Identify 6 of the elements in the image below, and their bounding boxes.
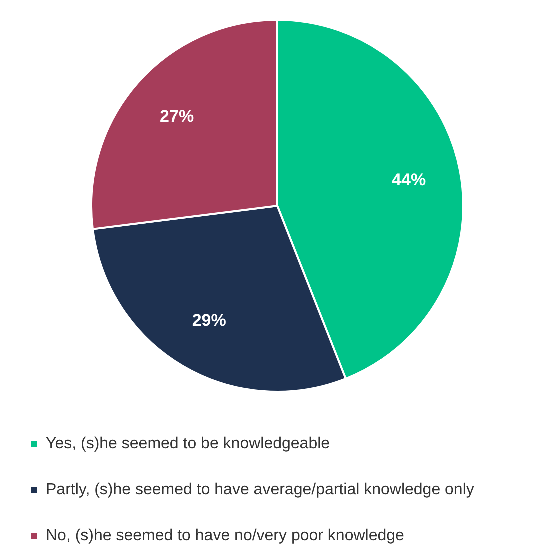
data-label: 27% (160, 107, 194, 126)
legend-label: Yes, (s)he seemed to be knowledgeable (46, 435, 330, 452)
legend-label: No, (s)he seemed to have no/very poor knowledge (46, 527, 405, 544)
data-label: 29% (192, 310, 226, 330)
legend-label: Partly, (s)he seemed to have average/partial knowledge only (46, 481, 474, 498)
data-label: 44% (392, 170, 426, 190)
